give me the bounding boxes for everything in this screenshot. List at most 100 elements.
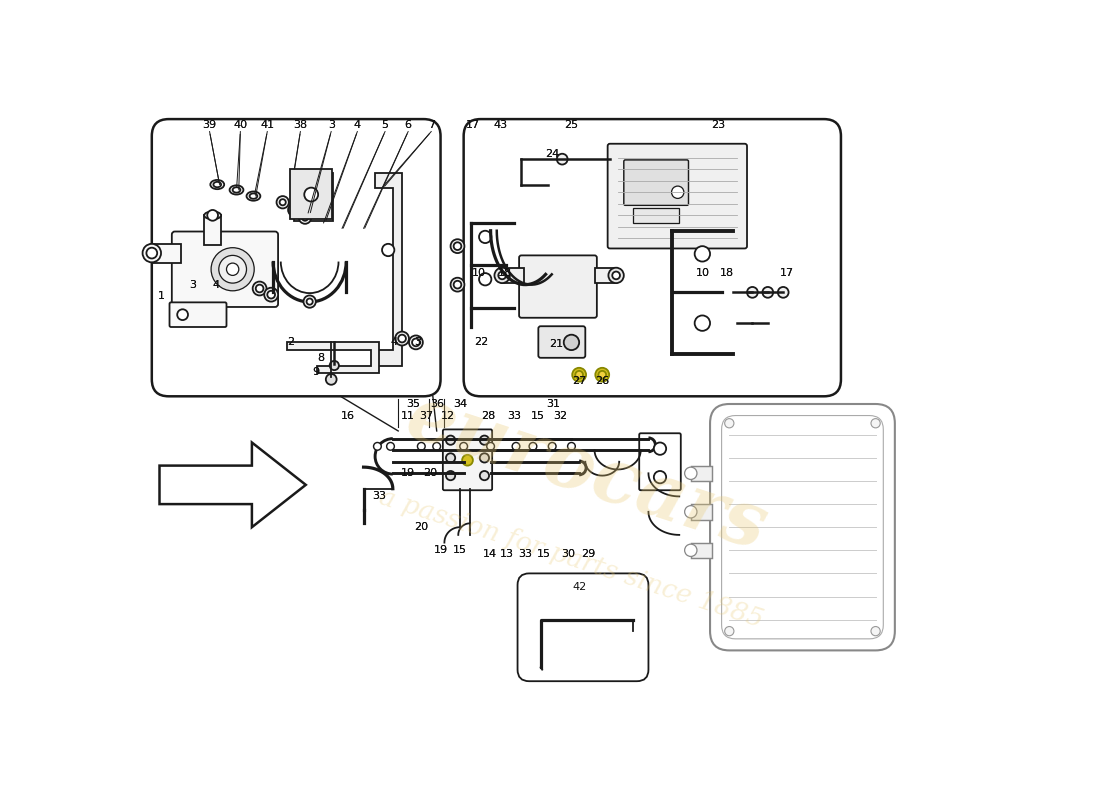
Circle shape: [513, 442, 520, 450]
Text: 15: 15: [453, 546, 466, 555]
Text: 5: 5: [382, 120, 388, 130]
Circle shape: [267, 291, 275, 298]
Circle shape: [595, 368, 609, 382]
Text: 7: 7: [428, 120, 435, 130]
Text: 2: 2: [287, 338, 294, 347]
Bar: [502, 268, 524, 283]
FancyBboxPatch shape: [538, 326, 585, 358]
Text: 32: 32: [553, 410, 566, 421]
Text: eurocars: eurocars: [397, 380, 777, 566]
Circle shape: [451, 278, 464, 291]
Circle shape: [495, 268, 510, 283]
Text: 17: 17: [780, 268, 794, 278]
Circle shape: [725, 626, 734, 636]
Text: 20: 20: [422, 468, 437, 478]
Circle shape: [572, 368, 586, 382]
Circle shape: [653, 471, 667, 483]
Text: 4: 4: [212, 280, 219, 290]
Text: 3: 3: [189, 280, 196, 290]
Circle shape: [446, 435, 455, 445]
Text: 3: 3: [328, 120, 334, 130]
Circle shape: [146, 248, 157, 258]
Circle shape: [684, 467, 697, 479]
Circle shape: [462, 455, 473, 466]
Text: 39: 39: [202, 120, 217, 130]
Circle shape: [255, 285, 264, 292]
Text: 29: 29: [581, 549, 595, 559]
Circle shape: [418, 442, 426, 450]
Bar: [289, 169, 332, 219]
Text: 2: 2: [287, 338, 294, 347]
Text: 21: 21: [549, 339, 563, 349]
Text: 10: 10: [695, 268, 710, 278]
Circle shape: [301, 214, 308, 221]
Circle shape: [446, 471, 455, 480]
Text: 13: 13: [499, 549, 514, 559]
Circle shape: [326, 374, 337, 385]
Text: 12: 12: [441, 410, 455, 421]
Text: 1: 1: [158, 291, 165, 302]
Text: 3: 3: [414, 338, 421, 347]
Circle shape: [451, 239, 464, 253]
Text: 33: 33: [507, 410, 521, 421]
Text: 41: 41: [261, 120, 274, 130]
Text: 23: 23: [711, 120, 725, 130]
Circle shape: [207, 210, 218, 221]
Text: 25: 25: [564, 120, 579, 130]
Text: 9: 9: [312, 366, 319, 377]
Text: 14: 14: [483, 549, 497, 559]
Text: 17: 17: [465, 120, 480, 130]
Circle shape: [695, 315, 711, 331]
FancyBboxPatch shape: [519, 255, 597, 318]
Text: 15: 15: [453, 546, 466, 555]
Circle shape: [762, 287, 773, 298]
Text: 8: 8: [318, 353, 324, 363]
Text: 37: 37: [419, 410, 433, 421]
Circle shape: [432, 442, 440, 450]
Circle shape: [299, 211, 311, 224]
FancyBboxPatch shape: [624, 160, 689, 206]
Circle shape: [480, 435, 490, 445]
Circle shape: [264, 288, 278, 302]
Circle shape: [253, 282, 266, 295]
Circle shape: [304, 295, 316, 308]
Text: 38: 38: [294, 120, 308, 130]
Polygon shape: [160, 442, 306, 527]
Text: 20: 20: [415, 522, 428, 532]
Circle shape: [598, 371, 606, 378]
Text: 18: 18: [498, 268, 513, 278]
Circle shape: [653, 442, 667, 455]
Text: 19: 19: [433, 546, 448, 555]
Circle shape: [227, 263, 239, 275]
Circle shape: [568, 442, 575, 450]
Text: 3: 3: [328, 120, 334, 130]
Circle shape: [177, 310, 188, 320]
Text: 32: 32: [553, 410, 566, 421]
Text: 14: 14: [483, 549, 497, 559]
Text: 15: 15: [530, 410, 544, 421]
Circle shape: [219, 255, 246, 283]
Circle shape: [480, 454, 490, 462]
Text: 26: 26: [595, 376, 609, 386]
Circle shape: [409, 335, 422, 350]
Circle shape: [374, 442, 382, 450]
Text: 19: 19: [402, 468, 416, 478]
Text: 36: 36: [430, 399, 443, 409]
Circle shape: [684, 544, 697, 557]
Circle shape: [498, 271, 506, 279]
Ellipse shape: [233, 187, 240, 193]
Polygon shape: [286, 342, 378, 373]
Text: 33: 33: [372, 491, 386, 502]
Text: 37: 37: [419, 410, 433, 421]
Text: 9: 9: [312, 366, 319, 377]
Text: 10: 10: [472, 268, 486, 278]
Circle shape: [395, 332, 409, 346]
FancyBboxPatch shape: [607, 144, 747, 249]
Text: 6: 6: [405, 120, 411, 130]
Text: 15: 15: [537, 549, 551, 559]
Text: 13: 13: [499, 549, 514, 559]
Bar: [691, 466, 713, 481]
Text: 41: 41: [261, 120, 274, 130]
Circle shape: [211, 248, 254, 291]
Circle shape: [412, 338, 420, 346]
